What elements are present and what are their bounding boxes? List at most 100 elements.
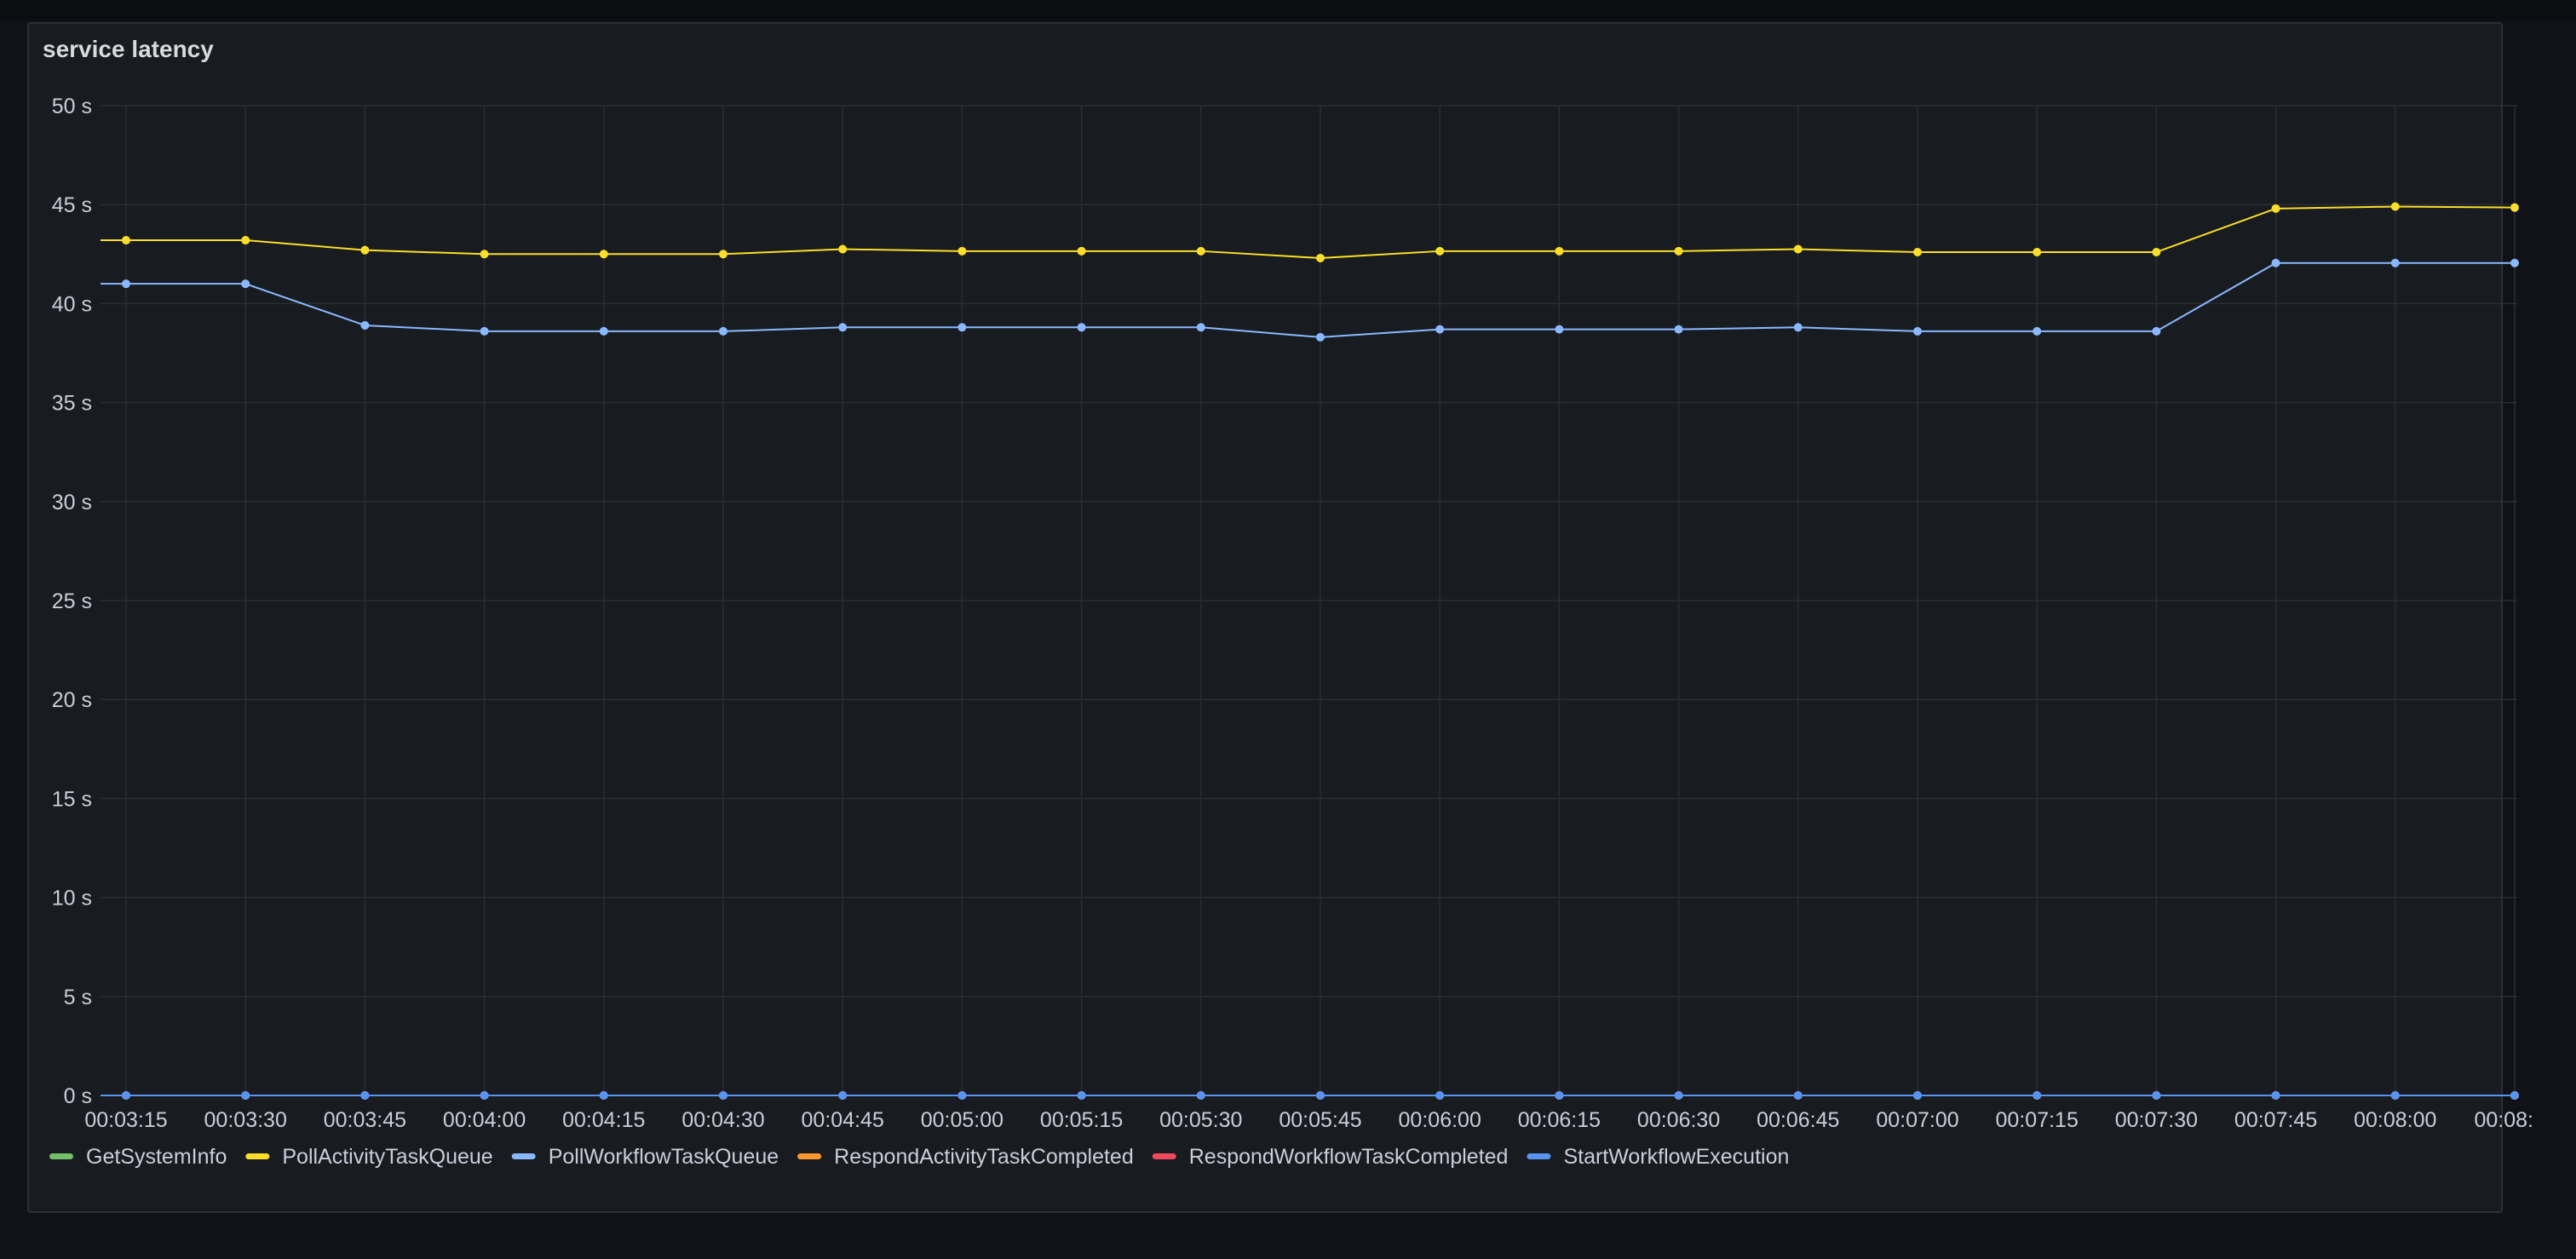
panel-title[interactable]: service latency: [43, 36, 214, 62]
legend-item[interactable]: GetSystemInfo: [49, 1145, 227, 1169]
data-point[interactable]: [957, 323, 967, 332]
y-tick-label: 15 s: [52, 787, 92, 811]
legend-swatch: [797, 1153, 822, 1159]
data-point[interactable]: [2510, 203, 2519, 212]
data-point[interactable]: [480, 250, 489, 259]
x-tick-label: 00:07:30: [2115, 1108, 2198, 1132]
data-point[interactable]: [599, 250, 608, 259]
data-point[interactable]: [1196, 1091, 1205, 1100]
y-tick-label: 35 s: [52, 392, 92, 416]
x-tick-label: 00:03:15: [84, 1108, 167, 1132]
data-point[interactable]: [719, 250, 727, 259]
data-point[interactable]: [241, 1091, 250, 1100]
data-point[interactable]: [1913, 326, 1922, 336]
series-line[interactable]: [101, 205, 2516, 259]
legend-swatch: [245, 1153, 270, 1159]
data-point[interactable]: [719, 1091, 727, 1100]
y-tick-label: 10 s: [52, 887, 92, 911]
data-point[interactable]: [2390, 202, 2400, 211]
data-point[interactable]: [1435, 1091, 1445, 1100]
data-point[interactable]: [122, 1091, 130, 1100]
data-point[interactable]: [360, 245, 370, 255]
data-point[interactable]: [1674, 325, 1683, 334]
data-point[interactable]: [1674, 1091, 1683, 1100]
x-tick-label: 00:04:30: [681, 1108, 764, 1132]
data-point[interactable]: [2510, 258, 2519, 267]
data-point[interactable]: [2390, 258, 2400, 267]
legend-item[interactable]: StartWorkflowExecution: [1527, 1145, 1789, 1169]
data-point[interactable]: [1674, 246, 1683, 256]
series-PollWorkflowTaskQueue[interactable]: [101, 258, 2519, 342]
data-point[interactable]: [1793, 323, 1803, 332]
data-point[interactable]: [838, 323, 848, 332]
legend-item[interactable]: PollActivityTaskQueue: [245, 1145, 493, 1169]
x-tick-label: 00:04:15: [562, 1108, 645, 1132]
chart-panel: [27, 22, 2503, 1213]
y-tick-label: 20 s: [52, 688, 92, 712]
data-point[interactable]: [1316, 332, 1325, 342]
data-point[interactable]: [1316, 253, 1325, 262]
data-point[interactable]: [719, 326, 727, 336]
data-point[interactable]: [1435, 246, 1445, 256]
data-point[interactable]: [1793, 1091, 1803, 1100]
data-point[interactable]: [2033, 326, 2042, 336]
data-point[interactable]: [2271, 204, 2280, 213]
data-point[interactable]: [2271, 258, 2280, 267]
x-tick-label: 00:07:00: [1876, 1108, 1958, 1132]
data-point[interactable]: [838, 1091, 848, 1100]
y-axis: 0 s 5 s 10 s 15 s 20 s 25 s 30 s 35 s 40 s 45 s 50…: [52, 95, 92, 1108]
legend-swatch: [1527, 1153, 1551, 1159]
data-point[interactable]: [1793, 244, 1803, 254]
data-point[interactable]: [1077, 1091, 1086, 1100]
y-tick-label: 25 s: [52, 589, 92, 613]
data-point[interactable]: [480, 1091, 489, 1100]
x-tick-label: 00:03:45: [324, 1108, 406, 1132]
data-point[interactable]: [599, 326, 608, 336]
data-point[interactable]: [1913, 247, 1922, 256]
data-point[interactable]: [1555, 246, 1564, 256]
legend-item[interactable]: PollWorkflowTaskQueue: [511, 1145, 779, 1169]
data-point[interactable]: [838, 244, 848, 254]
data-point[interactable]: [122, 236, 130, 245]
data-point[interactable]: [957, 246, 967, 256]
data-point[interactable]: [1077, 323, 1086, 332]
y-tick-label: 5 s: [64, 986, 92, 1009]
data-point[interactable]: [1555, 325, 1564, 334]
legend-label: PollWorkflowTaskQueue: [549, 1145, 779, 1169]
data-point[interactable]: [360, 1091, 370, 1100]
data-point[interactable]: [241, 279, 250, 289]
top-strip: [0, 0, 2576, 20]
data-point[interactable]: [1196, 246, 1205, 256]
data-point[interactable]: [599, 1091, 608, 1100]
data-point[interactable]: [2152, 1091, 2161, 1100]
data-point[interactable]: [2271, 1091, 2280, 1100]
series-StartWorkflowExecution[interactable]: [101, 1091, 2519, 1100]
data-point[interactable]: [2390, 1091, 2400, 1100]
data-point[interactable]: [1316, 1091, 1325, 1100]
legend-swatch: [1152, 1153, 1176, 1159]
data-point[interactable]: [957, 1091, 967, 1100]
data-point[interactable]: [2033, 247, 2042, 256]
data-point[interactable]: [1555, 1091, 1564, 1100]
data-point[interactable]: [241, 236, 250, 245]
legend-item[interactable]: RespondActivityTaskCompleted: [797, 1145, 1134, 1169]
data-point[interactable]: [122, 279, 130, 289]
data-point[interactable]: [2152, 247, 2161, 256]
data-point[interactable]: [2510, 1091, 2519, 1100]
x-tick-label: 00:07:45: [2234, 1108, 2317, 1132]
y-tick-label: 0 s: [64, 1084, 92, 1108]
series-PollActivityTaskQueue[interactable]: [101, 202, 2519, 262]
data-point[interactable]: [480, 326, 489, 336]
legend-item[interactable]: RespondWorkflowTaskCompleted: [1152, 1145, 1509, 1169]
x-tick-label: 00:06:45: [1757, 1108, 1839, 1132]
data-point[interactable]: [360, 320, 370, 330]
legend-swatch: [49, 1153, 73, 1159]
data-point[interactable]: [2152, 326, 2161, 336]
series-line[interactable]: [101, 262, 2515, 338]
data-point[interactable]: [1196, 323, 1205, 332]
y-tick-label: 40 s: [52, 292, 92, 316]
data-point[interactable]: [1077, 246, 1086, 256]
data-point[interactable]: [2033, 1091, 2042, 1100]
data-point[interactable]: [1435, 325, 1445, 334]
data-point[interactable]: [1913, 1091, 1922, 1100]
